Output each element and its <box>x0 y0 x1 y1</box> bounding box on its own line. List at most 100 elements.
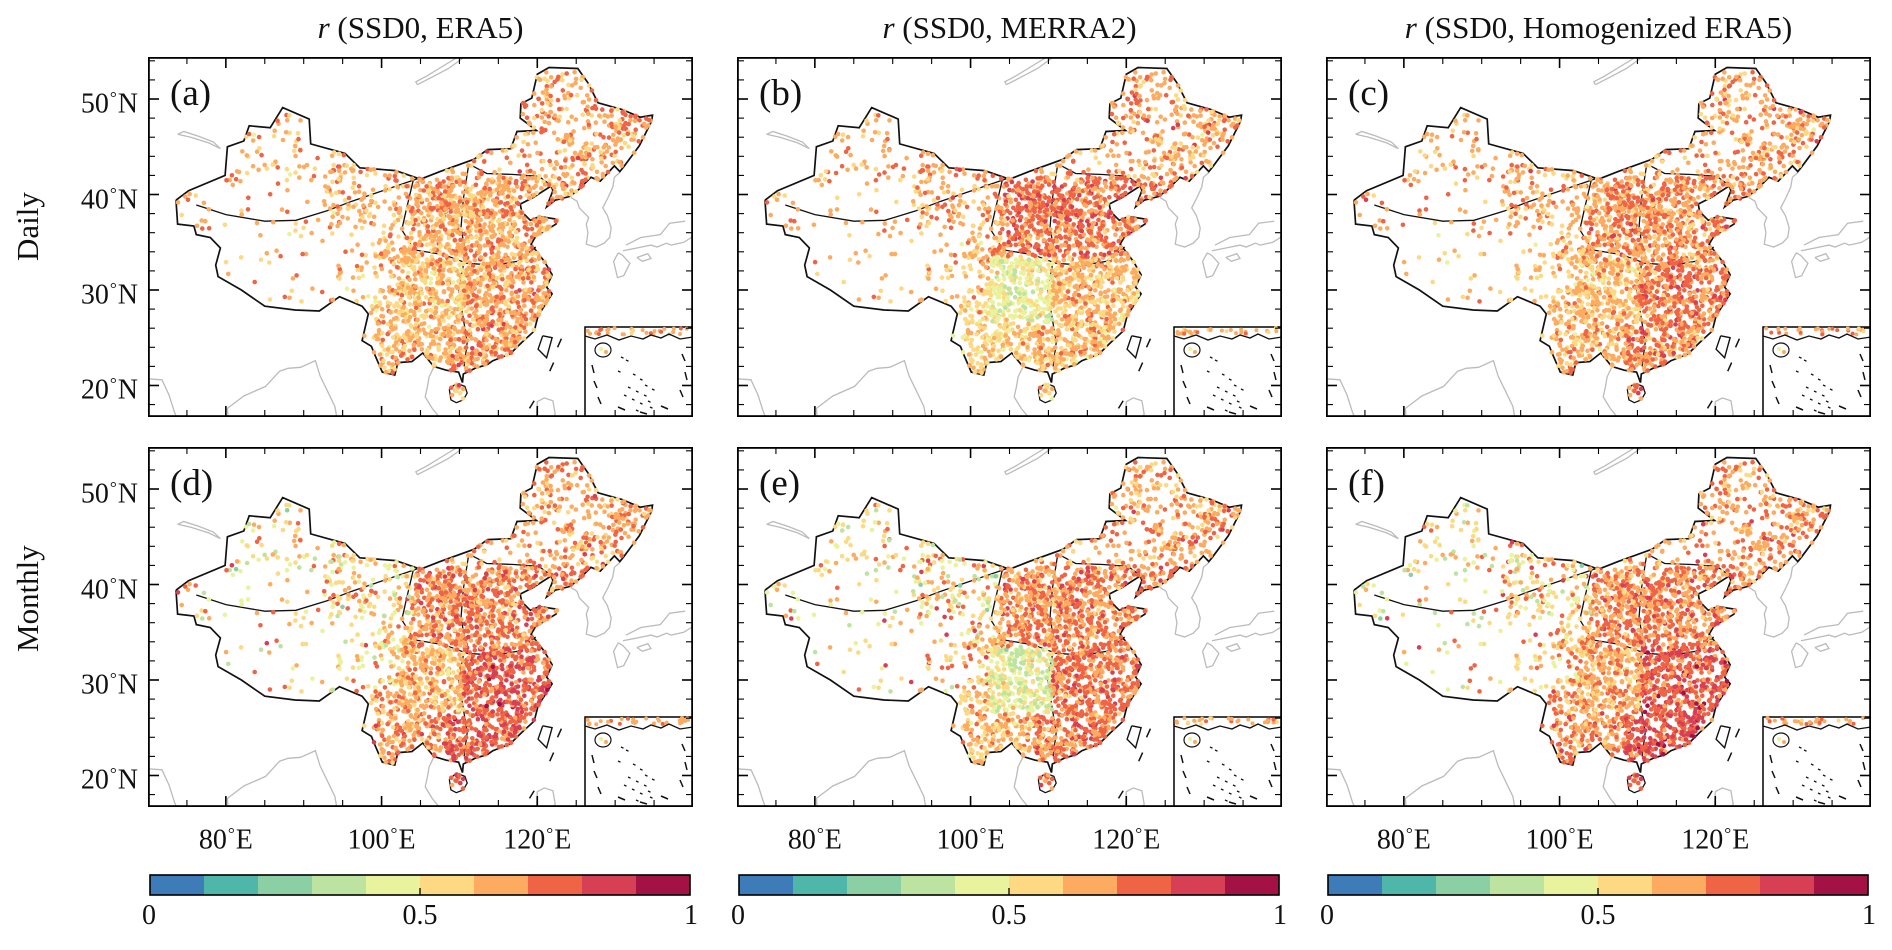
neighbor-coastline <box>622 230 693 252</box>
axis-ticks <box>149 58 692 416</box>
south-china-sea-inset <box>1762 716 1871 807</box>
map-panel-f: (f) <box>1326 447 1871 807</box>
neighbor-coastline <box>1225 252 1242 263</box>
panel-frame <box>148 57 693 417</box>
column-title-era5: r (SSD0, ERA5) <box>148 10 693 46</box>
neighbor-coastline <box>177 520 221 540</box>
neighbor-coastline <box>1159 172 1210 248</box>
lat-tick-label: 20°N <box>80 764 138 797</box>
map-panel-e: (e) <box>737 447 1282 807</box>
neighbor-coastline <box>226 749 338 807</box>
south-china-sea-inset <box>1762 326 1871 417</box>
neighbor-coastline <box>570 562 621 638</box>
neighbor-coastline <box>1214 610 1275 636</box>
neighbor-coastline <box>1003 57 1053 86</box>
station-dots <box>1353 69 1831 401</box>
neighbor-coastline <box>1790 642 1809 669</box>
taiwan-outline <box>1715 725 1731 750</box>
column-title-merra2: r (SSD0, MERRA2) <box>737 10 1282 46</box>
neighbor-coastline <box>1124 397 1145 417</box>
neighbor-coastline <box>1592 57 1642 86</box>
taiwan-outline <box>1126 725 1142 750</box>
neighbor-coastline <box>535 397 556 417</box>
panel-frame <box>148 447 693 807</box>
row-label-daily: Daily <box>10 192 45 261</box>
neighbor-coastline <box>766 520 810 540</box>
south-china-sea-inset <box>584 716 693 807</box>
neighbor-coastline <box>226 359 338 417</box>
neighbor-coastline <box>636 642 653 653</box>
neighbor-coastline <box>1803 610 1864 636</box>
lat-tick-label: 20°N <box>80 374 138 407</box>
neighbor-coastline <box>1211 620 1282 642</box>
neighbor-coastline <box>535 787 556 807</box>
lon-tick-label: 100°E <box>936 824 1005 856</box>
region-boundary <box>196 177 420 222</box>
neighbor-coastline <box>625 220 686 246</box>
neighbor-coastline <box>1124 787 1145 807</box>
panel-label: (b) <box>759 73 802 114</box>
colorbar-max-label: 1 <box>1862 900 1876 931</box>
lon-tick-label: 80°E <box>1376 824 1431 856</box>
neighbor-coastline <box>1355 520 1399 540</box>
title-italic-r: r <box>1404 10 1417 45</box>
neighbor-coastline <box>1713 397 1734 417</box>
axis-ticks <box>1327 448 1870 806</box>
taiwan-outline <box>1126 335 1142 360</box>
map-panel-b: (b) <box>737 57 1282 417</box>
neighbor-coastline <box>1814 252 1831 263</box>
lat-tick-label: 50°N <box>80 88 138 120</box>
region-boundary <box>196 567 420 612</box>
lat-tick-label: 40°N <box>80 573 138 606</box>
lon-tick-label: 120°E <box>503 824 572 856</box>
colorbar-mid-label: 0.5 <box>991 900 1027 931</box>
neighbor-coastline <box>737 768 767 807</box>
station-dots <box>764 459 1242 791</box>
neighbor-coastline <box>625 610 686 636</box>
colorbar <box>1327 874 1869 896</box>
title-rest: (SSD0, ERA5) <box>329 10 524 45</box>
lon-tick-label: 100°E <box>1525 824 1594 856</box>
neighbor-coastline <box>612 642 631 669</box>
panel-frame <box>1326 447 1871 807</box>
neighbor-coastline <box>1404 359 1516 417</box>
panel-label: (a) <box>170 73 211 114</box>
axis-ticks <box>738 448 1281 806</box>
panel-label: (e) <box>759 463 800 504</box>
neighbor-coastline <box>177 130 221 150</box>
neighbor-coastline <box>414 57 464 86</box>
lat-tick-label: 40°N <box>80 183 138 216</box>
map-panel-d: (d) <box>148 447 693 807</box>
south-china-sea-inset <box>584 326 693 417</box>
neighbor-coastline <box>612 252 631 279</box>
neighbor-coastline <box>815 359 927 417</box>
neighbor-coastline <box>570 172 621 248</box>
neighbor-coastline <box>1800 230 1871 252</box>
colorbar-min-label: 0 <box>142 900 156 931</box>
lon-tick-label: 80°E <box>198 824 253 856</box>
region-boundary <box>785 177 1009 222</box>
taiwan-outline <box>1715 335 1731 360</box>
title-italic-r: r <box>882 10 895 45</box>
neighbor-coastline <box>424 367 441 417</box>
colorbar-min-label: 0 <box>731 900 745 931</box>
neighbor-coastline <box>1159 562 1210 638</box>
colorbar-max-label: 1 <box>1273 900 1287 931</box>
station-dots <box>1353 459 1831 791</box>
neighbor-coastline <box>1748 562 1799 638</box>
neighbor-coastline <box>622 620 693 642</box>
neighbor-coastline <box>148 768 178 807</box>
station-dots <box>175 69 653 401</box>
neighbor-coastline <box>1003 447 1053 476</box>
neighbor-coastline <box>1355 130 1399 150</box>
colorbar <box>738 874 1280 896</box>
lon-tick-label: 120°E <box>1681 824 1750 856</box>
map-panel-a: (a) <box>148 57 693 417</box>
neighbor-coastline <box>1713 787 1734 807</box>
neighbor-coastline <box>636 252 653 263</box>
colorbar-max-label: 1 <box>684 900 698 931</box>
title-rest: (SSD0, MERRA2) <box>894 10 1137 45</box>
panel-label: (f) <box>1348 463 1385 504</box>
axis-ticks <box>738 58 1281 416</box>
row-label-monthly: Monthly <box>10 545 45 652</box>
